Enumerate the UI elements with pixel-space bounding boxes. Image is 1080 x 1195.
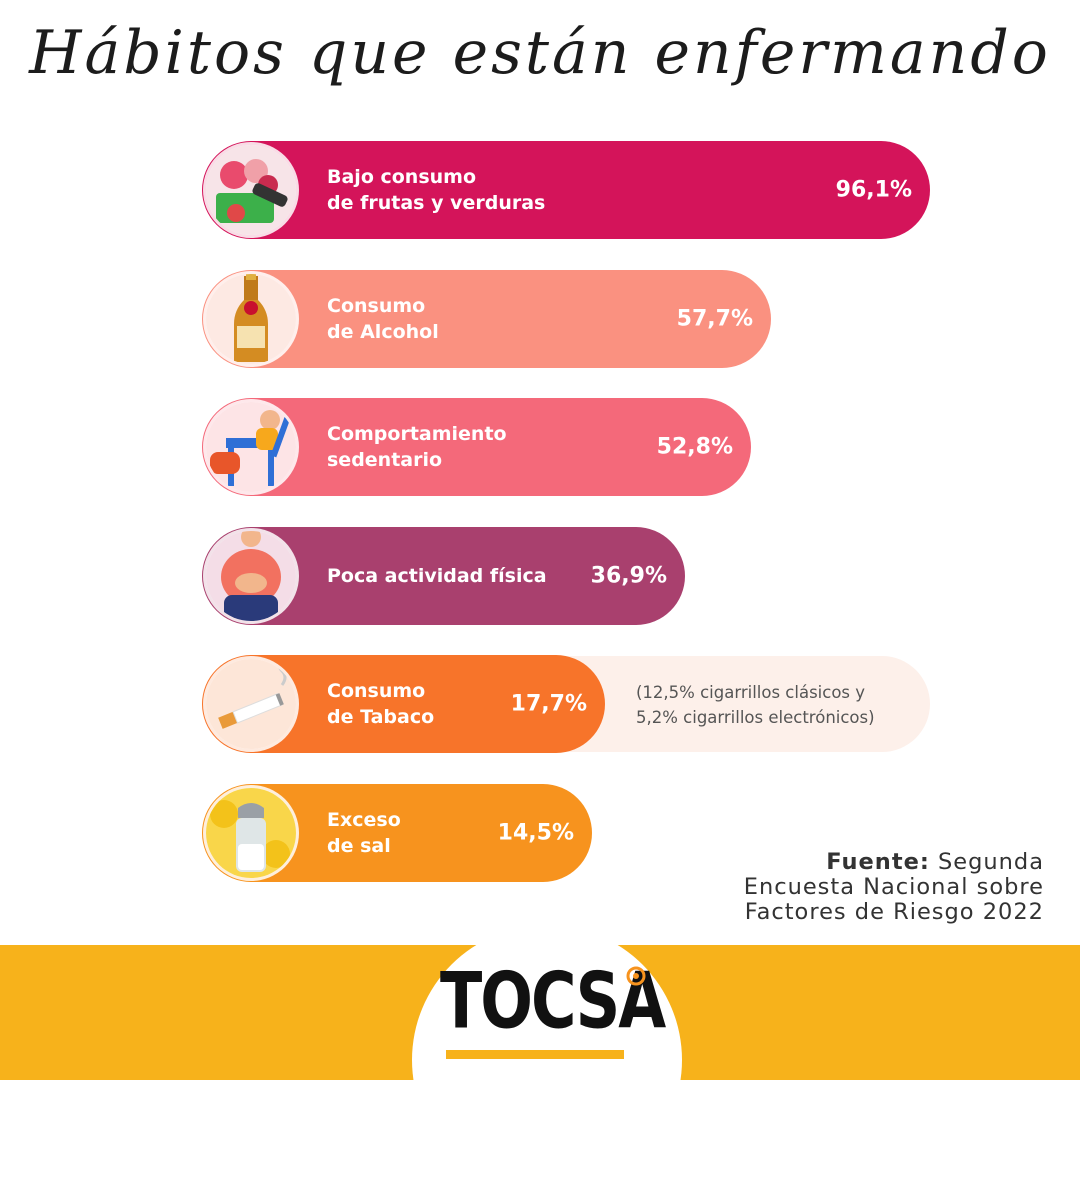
bar-value: 17,7%: [510, 691, 587, 717]
overweight-person-icon: [206, 531, 296, 621]
logo-underline: [446, 1050, 624, 1059]
source-citation: Fuente: Segunda Encuesta Nacional sobre …: [644, 850, 1044, 925]
source-label: Fuente:: [826, 849, 930, 875]
sitting-person-icon: [206, 402, 296, 492]
bar-1: Bajo consumo de frutas y verduras 96,1%: [202, 141, 930, 239]
bar-4: Poca actividad física 36,9%: [202, 527, 685, 625]
bar-label: Poca actividad física: [327, 565, 547, 587]
bar-value: 57,7%: [676, 306, 753, 332]
salt-shaker-icon: [206, 788, 296, 878]
source-text: Segunda Encuesta Nacional sobre Factores…: [743, 849, 1044, 925]
bar-label: Comportamiento sedentario: [327, 423, 507, 471]
bar-5: Consumo de Tabaco 17,7%: [202, 655, 605, 753]
bar-label: Bajo consumo de frutas y verduras: [327, 166, 546, 214]
bar-value: 14,5%: [497, 820, 574, 846]
tobacco-note: (12,5% cigarrillos clásicos y 5,2% cigar…: [636, 683, 875, 727]
logo-mark-icon: [626, 966, 646, 986]
bar-3: Comportamiento sedentario 52,8%: [202, 398, 751, 496]
bar-6: Exceso de sal 14,5%: [202, 784, 592, 882]
cigarette-icon: [206, 659, 296, 749]
bar-value: 96,1%: [835, 177, 912, 203]
bar-2: Consumo de Alcohol 57,7%: [202, 270, 771, 368]
bar-label: Exceso de sal: [327, 809, 401, 857]
tocsa-logo: TOCSA: [440, 955, 666, 1047]
vegetables-icon: [206, 145, 296, 235]
bar-label: Consumo de Tabaco: [327, 680, 435, 728]
bar-value: 52,8%: [656, 434, 733, 460]
page-title: Hábitos que están enfermando: [29, 18, 1051, 88]
bar-label: Consumo de Alcohol: [327, 295, 439, 343]
beer-bottle-icon: [206, 274, 296, 364]
bar-value: 36,9%: [590, 563, 667, 589]
